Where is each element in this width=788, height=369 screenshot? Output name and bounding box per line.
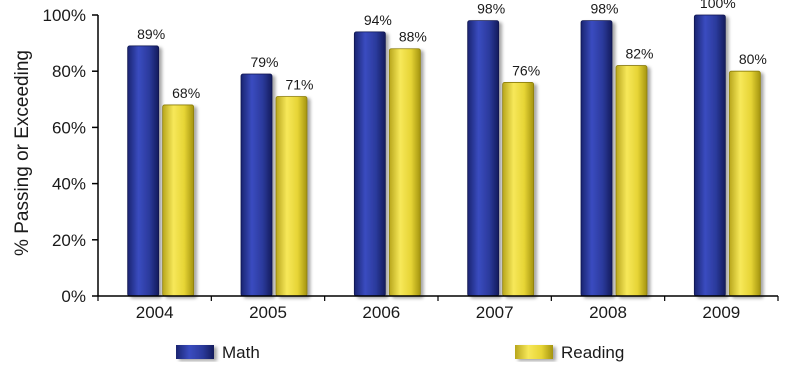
y-tick-label: 80% [52, 62, 86, 81]
legend-label-reading: Reading [561, 343, 624, 362]
bar-math-2008 [580, 20, 613, 297]
bar-math-2007 [467, 20, 500, 297]
data-label-math-2007: 98% [477, 1, 505, 17]
bar-reading-2004 [162, 104, 195, 297]
bar-math-2005 [240, 73, 273, 297]
x-axis: 2004 2005 2006 2007 2008 2009 [97, 295, 779, 322]
x-tick-label: 2007 [476, 303, 514, 322]
x-tick-label: 2004 [136, 303, 174, 322]
y-tick-label: 60% [52, 118, 86, 137]
y-tick-label: 0% [61, 287, 86, 306]
legend-swatch-math [176, 345, 214, 359]
y-tick-label: 40% [52, 175, 86, 194]
bar-reading-2009 [728, 70, 761, 297]
bar-reading-2006 [388, 48, 421, 297]
bar-math-2004 [127, 45, 160, 297]
x-tick-label: 2008 [589, 303, 627, 322]
legend-label-math: Math [222, 343, 260, 362]
y-axis: 0% 20% 40% 60% 80% 100% [43, 6, 99, 306]
bars: 89% 68% 79% 71% 94% 88% 98% 76% 98% 82% 100% 80% [127, 0, 767, 297]
y-tick-label: 100% [43, 6, 86, 25]
data-label-math-2008: 98% [590, 1, 618, 17]
x-tick-label: 2005 [249, 303, 287, 322]
legend-swatch-reading [515, 345, 553, 359]
data-label-reading-2007: 76% [512, 62, 540, 78]
data-label-reading-2005: 71% [285, 76, 313, 92]
data-label-reading-2008: 82% [625, 46, 653, 62]
data-label-reading-2009: 80% [739, 51, 767, 67]
bar-reading-2005 [275, 96, 308, 297]
bar-math-2006 [353, 31, 386, 297]
y-axis-title: % Passing or Exceeding [12, 50, 33, 256]
bar-reading-2008 [615, 65, 648, 297]
bar-math-2009 [693, 14, 726, 297]
data-label-math-2005: 79% [250, 54, 278, 70]
y-tick-label: 20% [52, 231, 86, 250]
bar-reading-2007 [502, 82, 535, 297]
data-label-reading-2004: 68% [172, 85, 200, 101]
data-label-math-2006: 94% [364, 12, 392, 28]
x-tick-label: 2009 [702, 303, 740, 322]
x-tick-label: 2006 [362, 303, 400, 322]
data-label-math-2009: 100% [700, 0, 736, 11]
legend: Math Reading [176, 343, 624, 362]
data-label-math-2004: 89% [137, 26, 165, 42]
data-label-reading-2006: 88% [399, 29, 427, 45]
